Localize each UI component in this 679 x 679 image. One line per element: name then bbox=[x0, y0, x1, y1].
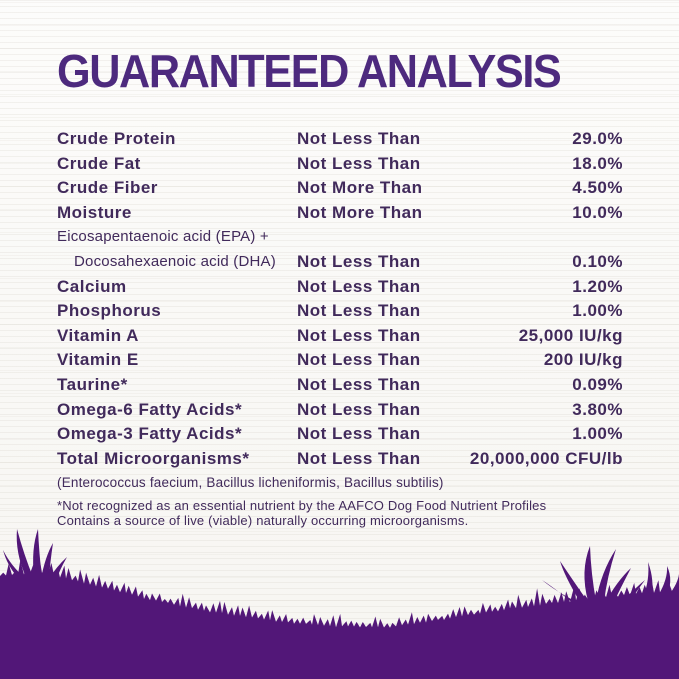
nutrient-condition: Not Less Than bbox=[297, 276, 421, 296]
nutrient-name: Eicosapentaenoic acid (EPA) + Docosahexa… bbox=[57, 225, 297, 274]
table-row: Crude Fiber Not More Than 4.50% bbox=[57, 176, 623, 201]
table-row: Phosphorus Not Less Than 1.00% bbox=[57, 299, 623, 324]
nutrient-name: Omega-3 Fatty Acids* bbox=[57, 424, 243, 444]
nutrient-name: Crude Protein bbox=[57, 129, 176, 148]
nutrient-value: 1.20% bbox=[572, 276, 623, 296]
nutrient-name: Taurine* bbox=[57, 374, 128, 394]
nutrient-condition: Not Less Than bbox=[297, 448, 421, 468]
table-row: Total Microorganisms* Not Less Than 20,0… bbox=[57, 447, 623, 472]
page-title: GUARANTEED ANALYSIS bbox=[57, 45, 562, 97]
nutrient-value: 0.10% bbox=[572, 251, 623, 271]
table-row: Calcium Not Less Than 1.20% bbox=[57, 275, 623, 300]
table-row: Omega-6 Fatty Acids* Not Less Than 3.80% bbox=[57, 398, 623, 423]
table-row-epa-dha: Eicosapentaenoic acid (EPA) + Docosahexa… bbox=[57, 225, 623, 274]
table-row: Taurine* Not Less Than 0.09% bbox=[57, 373, 623, 398]
nutrient-name: Phosphorus bbox=[57, 301, 162, 321]
nutrient-value: 0.09% bbox=[572, 374, 623, 394]
nutrient-value: 18.0% bbox=[572, 153, 623, 173]
microorganism-strains: (Enterococcus faecium, Bacillus lichenif… bbox=[57, 475, 444, 491]
nutrient-value: 200 IU/kg bbox=[543, 350, 623, 370]
guaranteed-analysis-table: Crude Protein Not Less Than 29.0% Crude … bbox=[57, 127, 623, 528]
nutrient-condition: Not Less Than bbox=[297, 301, 421, 321]
table-row: Omega-3 Fatty Acids* Not Less Than 1.00% bbox=[57, 422, 623, 447]
dha-line: Docosahexaenoic acid (DHA) bbox=[74, 252, 276, 270]
nutrient-name: Crude Fat bbox=[57, 153, 141, 173]
table-row: Crude Fat Not Less Than 18.0% bbox=[57, 152, 623, 177]
table-row: Vitamin A Not Less Than 25,000 IU/kg bbox=[57, 324, 623, 349]
table-row: Vitamin E Not Less Than 200 IU/kg bbox=[57, 348, 623, 373]
nutrient-condition: Not More Than bbox=[297, 178, 423, 198]
nutrient-value: 25,000 IU/kg bbox=[518, 325, 623, 345]
nutrient-name: Crude Fiber bbox=[57, 178, 158, 198]
nutrient-condition: Not Less Than bbox=[297, 325, 421, 345]
nutrient-value: 10.0% bbox=[572, 202, 623, 222]
nutrient-condition: Not More Than bbox=[297, 202, 423, 222]
table-row: Crude Protein Not Less Than 29.0% bbox=[57, 127, 623, 152]
nutrient-value: 1.00% bbox=[572, 424, 623, 444]
nutrient-value: 29.0% bbox=[572, 129, 623, 148]
grass-hill bbox=[0, 560, 679, 679]
nutrient-value: 1.00% bbox=[572, 301, 623, 321]
nutrient-value: 20,000,000 CFU/lb bbox=[469, 448, 623, 468]
epa-line: Eicosapentaenoic acid (EPA) + bbox=[57, 228, 269, 246]
footnote-live-microorganisms: Contains a source of live (viable) natur… bbox=[57, 512, 469, 528]
nutrient-condition: Not Less Than bbox=[297, 153, 421, 173]
nutrient-condition: Not Less Than bbox=[297, 350, 421, 370]
grass-silhouette bbox=[0, 529, 679, 679]
nutrient-name: Moisture bbox=[57, 202, 132, 222]
nutrient-name: Calcium bbox=[57, 276, 127, 296]
nutrient-value: 4.50% bbox=[572, 178, 623, 198]
nutrient-condition: Not Less Than bbox=[297, 251, 421, 271]
nutrient-name: Omega-6 Fatty Acids* bbox=[57, 399, 243, 419]
nutrient-name: Total Microorganisms* bbox=[57, 448, 250, 468]
nutrient-name: Vitamin A bbox=[57, 325, 139, 345]
footnote-aafco: *Not recognized as an essential nutrient… bbox=[57, 498, 547, 514]
nutrient-name: Vitamin E bbox=[57, 350, 139, 370]
nutrient-condition: Not Less Than bbox=[297, 424, 421, 444]
nutrient-value: 3.80% bbox=[572, 399, 623, 419]
nutrient-condition: Not Less Than bbox=[297, 374, 421, 394]
nutrient-condition: Not Less Than bbox=[297, 129, 421, 148]
footnotes: *Not recognized as an essential nutrient… bbox=[57, 499, 623, 528]
nutrient-condition: Not Less Than bbox=[297, 399, 421, 419]
table-row: Moisture Not More Than 10.0% bbox=[57, 201, 623, 226]
